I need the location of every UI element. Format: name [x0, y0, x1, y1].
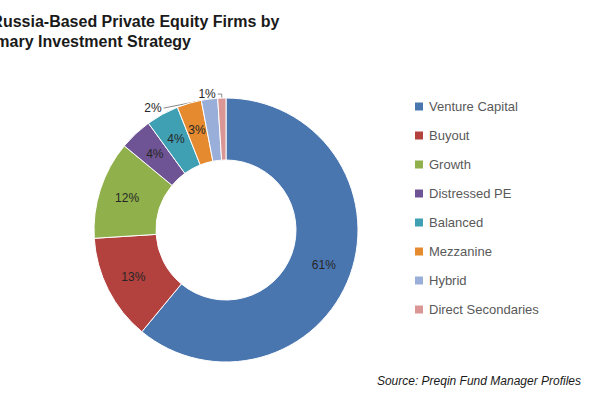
svg-text:Mezzanine: Mezzanine [429, 244, 492, 259]
svg-text:Venture Capital: Venture Capital [429, 99, 518, 114]
svg-text:Direct Secondaries: Direct Secondaries [429, 302, 539, 317]
svg-text:4%: 4% [146, 147, 164, 161]
svg-text:Balanced: Balanced [429, 215, 483, 230]
svg-text:Buyout: Buyout [429, 128, 470, 143]
svg-text:61%: 61% [312, 258, 336, 272]
svg-text:Primary Investment Strategy: Primary Investment Strategy [0, 33, 191, 50]
svg-text:1%: 1% [198, 87, 216, 101]
svg-text:12%: 12% [115, 191, 139, 205]
svg-text:Source: Preqin Fund Manager Pr: Source: Preqin Fund Manager Profiles [377, 374, 581, 388]
svg-text:4%: 4% [167, 132, 185, 146]
svg-text:Breakdown of Russia-Based Priv: Breakdown of Russia-Based Private Equity… [0, 13, 284, 30]
svg-text:Hybrid: Hybrid [429, 273, 467, 288]
svg-text:3%: 3% [188, 123, 206, 137]
svg-text:2%: 2% [144, 101, 162, 115]
svg-text:13%: 13% [121, 270, 145, 284]
svg-text:Growth: Growth [429, 157, 471, 172]
svg-text:Distressed PE: Distressed PE [429, 186, 512, 201]
